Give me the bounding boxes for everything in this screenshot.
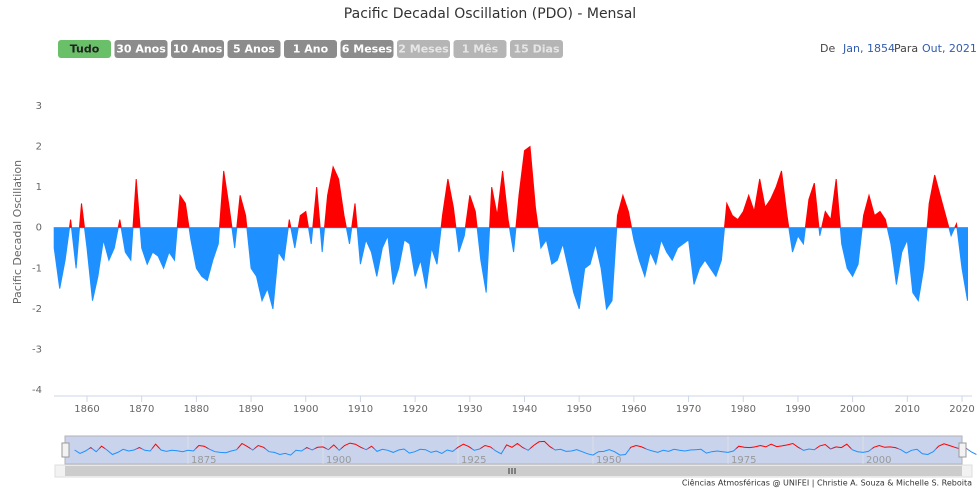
range-button[interactable] — [171, 40, 224, 58]
range-button[interactable] — [114, 40, 168, 58]
y-tick-label: -4 — [32, 385, 42, 396]
navigator-tick-label: 1950 — [596, 455, 621, 466]
range-button-label: 6 Meses — [342, 43, 393, 56]
range-from-box — [837, 39, 889, 59]
y-tick-label: 2 — [36, 142, 42, 153]
range-button-label: 5 Anos — [233, 43, 275, 56]
range-button-label: 10 Anos — [173, 43, 223, 56]
y-tick-label: 0 — [36, 223, 42, 234]
range-button-label: Tudo — [70, 43, 100, 56]
range-button-label: 1 Mês — [462, 43, 499, 56]
x-tick-label: 1960 — [621, 404, 646, 415]
range-button[interactable] — [453, 40, 507, 58]
range-button[interactable] — [227, 40, 281, 58]
range-button[interactable] — [284, 40, 337, 58]
navigator-handle[interactable] — [958, 442, 967, 458]
range-from[interactable]: Jan, 1854 — [842, 42, 895, 55]
range-button-label: 30 Anos — [116, 43, 166, 56]
y-tick-label: -2 — [32, 304, 42, 315]
y-tick-label: -1 — [32, 263, 42, 274]
x-tick-label: 2020 — [949, 404, 974, 415]
x-tick-label: 1920 — [402, 404, 427, 415]
x-tick-label: 1890 — [238, 404, 263, 415]
range-to-label: Para — [894, 42, 918, 55]
range-button[interactable] — [510, 40, 563, 58]
credits: Ciências Atmosféricas @ UNIFEI | Christi… — [682, 478, 972, 488]
navigator-tick-label: 1925 — [461, 455, 486, 466]
pdo-area — [53, 145, 968, 311]
x-tick-label: 2000 — [840, 404, 865, 415]
x-tick-label: 1980 — [731, 404, 756, 415]
x-tick-label: 1860 — [74, 404, 99, 415]
range-button[interactable] — [397, 40, 450, 58]
x-tick-label: 1940 — [512, 404, 537, 415]
y-tick-label: 3 — [36, 101, 42, 112]
range-button-label: 1 Ano — [293, 43, 329, 56]
x-tick-label: 1950 — [566, 404, 591, 415]
x-tick-label: 1900 — [293, 404, 318, 415]
y-tick-label: 1 — [36, 182, 42, 193]
scrollbar-thumb[interactable] — [65, 466, 962, 476]
range-button[interactable] — [58, 40, 111, 58]
navigator-tick-label: 1875 — [191, 455, 216, 466]
chart-title: Pacific Decadal Oscillation (PDO) - Mens… — [344, 6, 636, 22]
y-axis-label: Pacific Decadal Oscillation — [11, 160, 24, 304]
range-from-label: De — [820, 42, 835, 55]
x-tick-label: 1930 — [457, 404, 482, 415]
range-button[interactable] — [340, 40, 394, 58]
x-tick-label: 1870 — [129, 404, 154, 415]
x-tick-label: 2010 — [895, 404, 920, 415]
navigator-series — [74, 440, 977, 456]
x-tick-label: 1910 — [348, 404, 373, 415]
navigator-tick-label: 2000 — [866, 455, 891, 466]
navigator-handle[interactable] — [61, 442, 70, 458]
x-tick-label: 1880 — [184, 404, 209, 415]
x-tick-label: 1970 — [676, 404, 701, 415]
range-button-label: 2 Meses — [398, 43, 449, 56]
range-to[interactable]: Out, 2021 — [922, 42, 977, 55]
navigator-tick-label: 1975 — [731, 455, 756, 466]
x-tick-label: 1990 — [785, 404, 810, 415]
navigator-tick-label: 1900 — [326, 455, 351, 466]
y-tick-label: -3 — [32, 344, 42, 355]
range-button-label: 15 Dias — [513, 43, 559, 56]
